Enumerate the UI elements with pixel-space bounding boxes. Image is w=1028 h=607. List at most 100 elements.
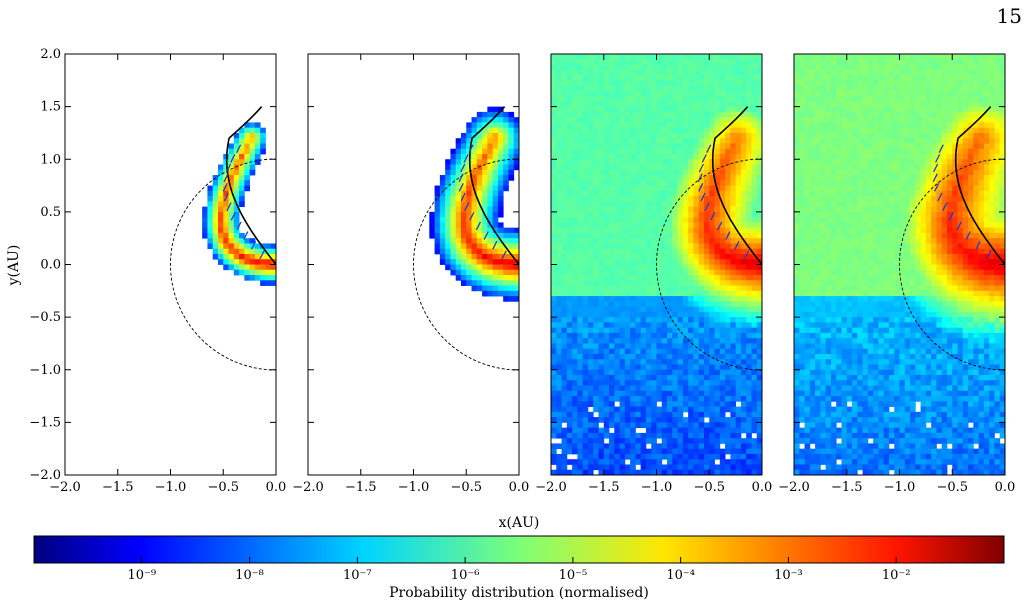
heatmap-cell xyxy=(582,222,589,229)
heatmap-cell xyxy=(508,296,515,302)
heatmap-cell xyxy=(730,332,737,339)
heatmap-cell xyxy=(582,353,589,360)
heatmap-cell xyxy=(614,80,620,86)
heatmap-cell xyxy=(894,127,900,134)
heatmap-cell xyxy=(265,259,272,265)
heatmap-cell xyxy=(698,385,705,392)
heatmap-cell xyxy=(709,343,715,350)
heatmap-cell xyxy=(719,96,726,102)
heatmap-cell xyxy=(508,248,515,255)
heatmap-cell xyxy=(746,375,752,381)
heatmap-cell xyxy=(867,90,874,97)
heatmap-cell xyxy=(551,469,557,476)
heatmap-cell xyxy=(672,296,679,302)
heatmap-cell xyxy=(709,75,715,81)
heatmap-cell xyxy=(492,222,499,229)
heatmap-cell xyxy=(672,317,679,323)
heatmap-cell xyxy=(688,301,694,307)
heatmap-cell xyxy=(883,148,890,155)
heatmap-cell xyxy=(551,138,557,144)
heatmap-cell xyxy=(497,243,504,250)
heatmap-cell xyxy=(794,69,800,76)
heatmap-cell xyxy=(593,322,599,329)
heatmap-cell xyxy=(836,75,842,81)
heatmap-cell xyxy=(746,90,752,97)
heatmap-cell xyxy=(899,148,906,155)
heatmap-cell xyxy=(556,306,562,313)
heatmap-cell xyxy=(989,127,995,134)
heatmap-cell xyxy=(630,353,636,360)
heatmap-cell xyxy=(920,175,927,181)
heatmap-cell xyxy=(730,69,737,76)
heatmap-cell xyxy=(920,127,927,134)
heatmap-cell xyxy=(556,248,562,255)
heatmap-cell xyxy=(925,117,932,123)
heatmap-cell xyxy=(740,296,747,302)
heatmap-cell xyxy=(635,111,642,118)
heatmap-cell xyxy=(709,317,715,323)
heatmap-cell xyxy=(645,232,652,239)
heatmap-cell xyxy=(946,96,953,102)
heatmap-cell xyxy=(999,143,1006,150)
heatmap-cell xyxy=(513,127,520,134)
heatmap-cell xyxy=(640,148,647,155)
heatmap-cell xyxy=(265,275,272,281)
heatmap-cell xyxy=(551,243,557,250)
heatmap-cell xyxy=(746,222,752,229)
heatmap-cell xyxy=(846,159,853,165)
heatmap-cell xyxy=(794,164,800,171)
heatmap-cell xyxy=(978,106,985,113)
heatmap-cell xyxy=(672,101,679,108)
heatmap-cell xyxy=(688,175,694,181)
heatmap-cell xyxy=(994,106,1001,113)
heatmap-cell xyxy=(603,238,610,244)
heatmap-cell xyxy=(609,185,615,192)
heatmap-cell xyxy=(577,206,584,213)
heatmap-cell xyxy=(651,332,657,339)
heatmap-cell xyxy=(725,417,731,423)
heatmap-cell xyxy=(566,211,573,218)
heatmap-cell xyxy=(920,122,927,129)
heatmap-cell xyxy=(566,438,573,444)
heatmap-cell xyxy=(873,106,879,113)
heatmap-cell xyxy=(582,438,589,444)
heatmap-cell xyxy=(587,417,594,423)
heatmap-cell xyxy=(756,232,763,239)
heatmap-cell xyxy=(756,111,763,118)
heatmap-cell xyxy=(651,348,657,355)
heatmap-cell xyxy=(614,359,620,365)
heatmap-cell xyxy=(735,127,742,134)
heatmap-cell xyxy=(672,348,679,355)
heatmap-cell xyxy=(962,153,969,160)
heatmap-cell xyxy=(746,353,752,360)
heatmap-cell xyxy=(630,369,636,376)
heatmap-cell xyxy=(497,211,504,218)
heatmap-cell xyxy=(217,196,224,202)
heatmap-cell xyxy=(619,248,626,255)
heatmap-cell xyxy=(635,359,642,365)
heatmap-cell xyxy=(651,390,657,397)
heatmap-cell xyxy=(624,427,631,434)
heatmap-cell xyxy=(645,159,652,165)
heatmap-cell xyxy=(603,264,610,271)
heatmap-cell xyxy=(445,217,451,223)
heatmap-cell xyxy=(751,459,758,465)
heatmap-cell xyxy=(212,196,219,202)
heatmap-cell xyxy=(703,280,710,286)
heatmap-cell xyxy=(894,180,900,186)
heatmap-cell xyxy=(730,185,737,192)
heatmap-cell xyxy=(614,164,620,171)
heatmap-cell xyxy=(682,443,689,450)
heatmap-cell xyxy=(587,238,594,244)
heatmap-cell xyxy=(910,127,916,134)
heatmap-cell xyxy=(609,453,615,460)
heatmap-cell xyxy=(841,96,848,102)
heatmap-cell xyxy=(566,153,573,160)
heatmap-cell xyxy=(587,190,594,197)
heatmap-cell xyxy=(883,132,890,139)
heatmap-cell xyxy=(667,348,673,355)
heatmap-cell xyxy=(455,164,462,171)
heatmap-cell xyxy=(640,64,647,71)
heatmap-cell xyxy=(624,269,631,276)
heatmap-cell xyxy=(698,185,705,192)
